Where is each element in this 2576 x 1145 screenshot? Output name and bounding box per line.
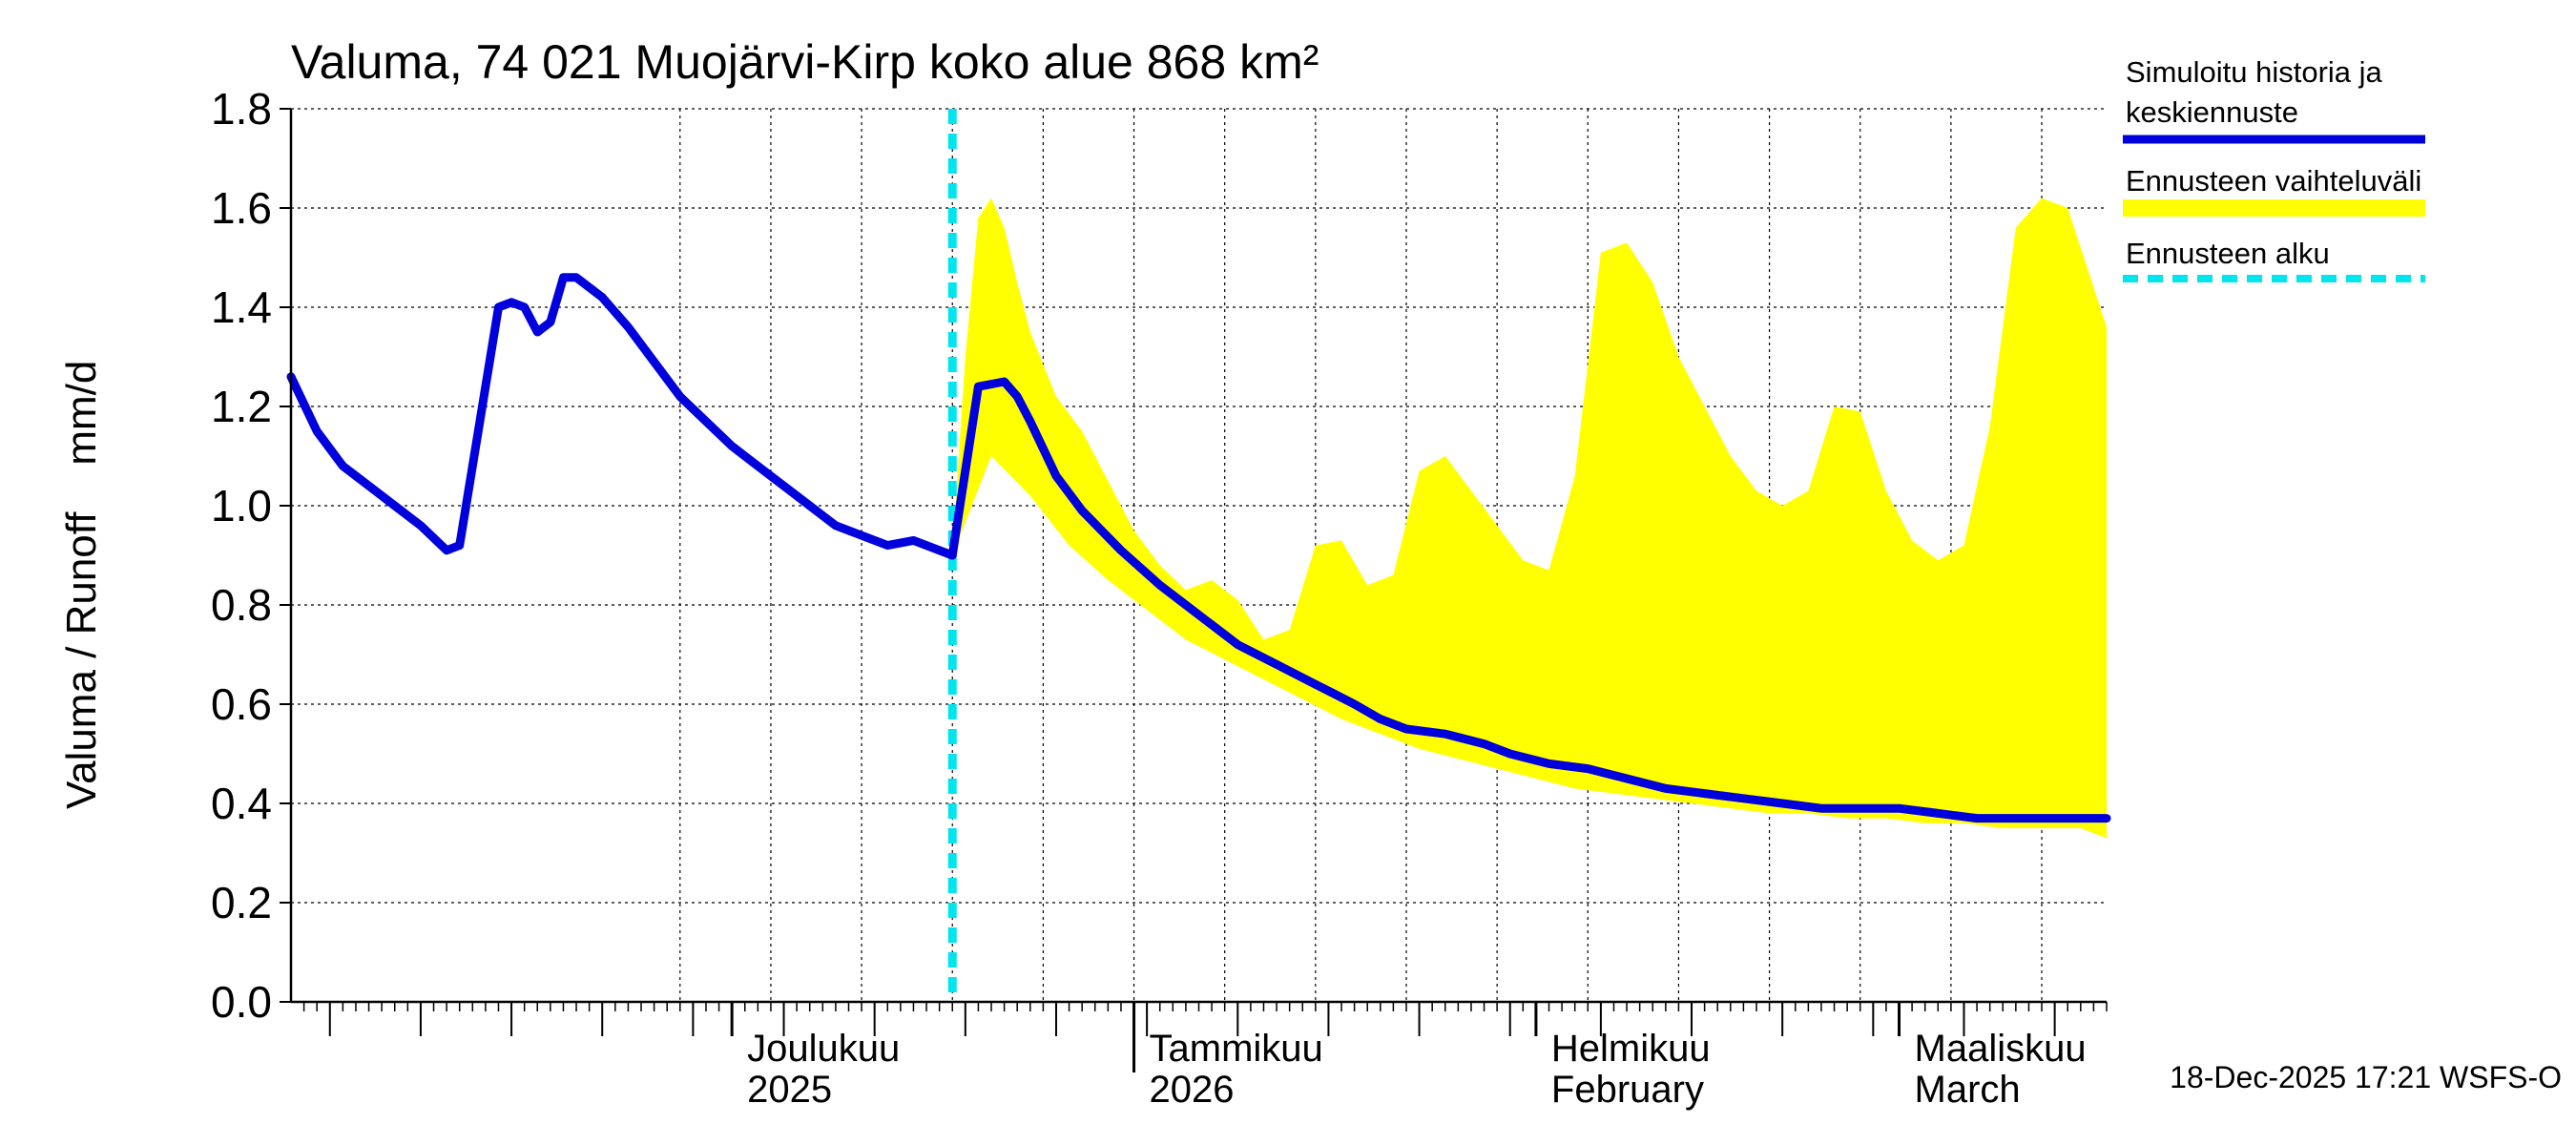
x-year-label: 2025 <box>747 1069 832 1111</box>
footer-timestamp: 18-Dec-2025 17:21 WSFS-O <box>2170 1060 2562 1094</box>
grid-lines <box>291 108 2107 1002</box>
y-tick-label: 0.4 <box>211 779 272 828</box>
y-tick-label: 0.8 <box>211 580 272 630</box>
legend: Simuloitu historia ja keskiennuste Ennus… <box>2123 55 2425 282</box>
x-year-label: February <box>1551 1069 1704 1111</box>
x-month-label: Helmikuu <box>1551 1028 1711 1070</box>
data-lines <box>286 109 2111 1002</box>
y-axis-label: Valuma / Runoff mm/d <box>58 361 105 809</box>
x-year-label: March <box>1915 1069 2021 1111</box>
tick-labels: 0.00.20.40.60.81.01.21.41.61.8Joulukuu20… <box>211 84 2087 1111</box>
x-month-label: Tammikuu <box>1150 1028 1323 1070</box>
x-month-label: Maaliskuu <box>1915 1028 2087 1070</box>
y-tick-label: 1.2 <box>211 382 272 431</box>
median-forecast-line <box>947 377 2111 823</box>
legend-forecast-start-label: Ennusteen alku <box>2126 237 2330 270</box>
y-tick-label: 1.0 <box>211 481 272 531</box>
chart-title: Valuma, 74 021 Muojärvi-Kirp koko alue 8… <box>291 35 1319 89</box>
y-tick-label: 1.8 <box>211 84 272 134</box>
legend-band-label: Ennusteen vaihteluväli <box>2126 164 2421 198</box>
legend-history-label-2: keskiennuste <box>2126 95 2298 129</box>
y-tick-label: 1.6 <box>211 183 272 233</box>
y-tick-label: 1.4 <box>211 282 272 332</box>
forecast-range-band <box>952 198 2108 839</box>
x-month-label: Joulukuu <box>747 1028 900 1070</box>
history-line <box>286 273 957 560</box>
forecast-range-area <box>952 198 2108 839</box>
x-year-label: 2026 <box>1150 1069 1235 1111</box>
y-tick-label: 0.0 <box>211 977 272 1027</box>
y-tick-label: 0.6 <box>211 679 272 729</box>
axes <box>280 108 2108 1072</box>
legend-history-label-1: Simuloitu historia ja <box>2126 55 2383 89</box>
y-tick-label: 0.2 <box>211 878 272 927</box>
